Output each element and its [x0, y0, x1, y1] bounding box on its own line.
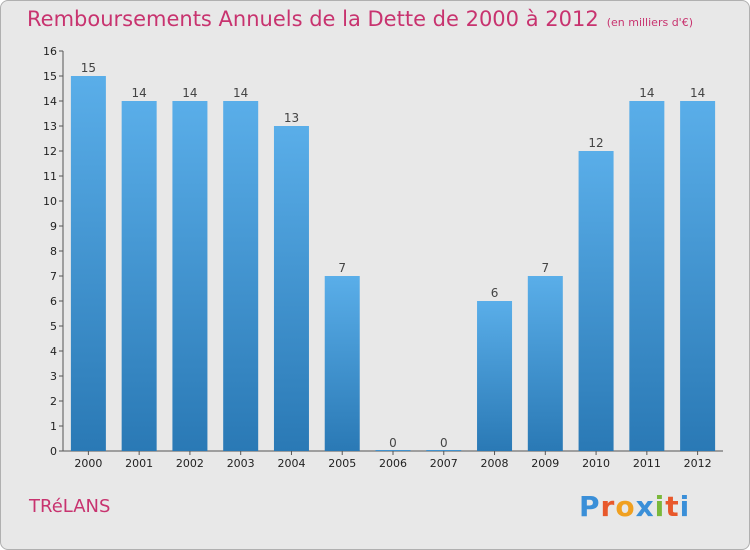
y-tick-label: 6 [50, 295, 57, 308]
commune-name: TRéLANS [29, 496, 111, 517]
chart-labels: 2000 15 2001 14 2002 14 2003 14 2004 13 2005 7 2006 0… [74, 61, 711, 470]
logo-letter: t [665, 490, 680, 523]
y-tick-label: 7 [50, 270, 57, 283]
chart-bars [70, 76, 716, 451]
bar [375, 450, 411, 451]
y-tick-label: 1 [50, 420, 57, 433]
x-tick-label: 2009 [531, 457, 559, 470]
bar [273, 126, 309, 451]
data-label: 15 [81, 61, 96, 75]
x-tick-label: 2001 [125, 457, 153, 470]
y-tick-label: 10 [43, 195, 57, 208]
x-tick-label: 2008 [481, 457, 509, 470]
data-label: 14 [182, 86, 197, 100]
logo-letter: P [579, 490, 601, 523]
y-tick-label: 8 [50, 245, 57, 258]
x-tick-label: 2011 [633, 457, 661, 470]
data-label: 6 [491, 286, 499, 300]
data-label: 7 [338, 261, 346, 275]
data-label: 12 [588, 136, 603, 150]
data-label: 0 [440, 436, 448, 450]
y-tick-label: 13 [43, 120, 57, 133]
x-tick-label: 2004 [277, 457, 305, 470]
data-label: 13 [284, 111, 299, 125]
x-tick-label: 2012 [684, 457, 712, 470]
logo-letter: i [679, 490, 691, 523]
x-tick-label: 2005 [328, 457, 356, 470]
bar [223, 101, 259, 451]
y-tick-label: 15 [43, 70, 57, 83]
data-label: 14 [233, 86, 248, 100]
bar [121, 101, 157, 451]
bar [578, 151, 614, 451]
bar [426, 450, 462, 451]
chart-subtitle: (en milliers d'€) [606, 16, 693, 29]
chart-title-text: Remboursements Annuels de la Dette de 20… [27, 7, 599, 31]
bar [680, 101, 716, 451]
logo-letter: i [654, 490, 666, 523]
logo-letter: r [600, 490, 616, 523]
x-tick-label: 2010 [582, 457, 610, 470]
chart-title: Remboursements Annuels de la Dette de 20… [27, 7, 693, 31]
x-tick-label: 2002 [176, 457, 204, 470]
bar [527, 276, 563, 451]
data-label: 14 [132, 86, 147, 100]
data-label: 7 [541, 261, 549, 275]
data-label: 14 [690, 86, 705, 100]
y-tick-label: 16 [43, 45, 57, 58]
y-tick-label: 3 [50, 370, 57, 383]
bar [629, 101, 665, 451]
x-tick-label: 2000 [74, 457, 102, 470]
y-tick-label: 2 [50, 395, 57, 408]
y-tick-label: 0 [50, 445, 57, 458]
bar [70, 76, 106, 451]
y-tick-label: 11 [43, 170, 57, 183]
bar [477, 301, 513, 451]
bar [172, 101, 208, 451]
y-tick-label: 5 [50, 320, 57, 333]
logo-letter: x [635, 490, 655, 523]
x-tick-label: 2003 [227, 457, 255, 470]
logo-letter: o [615, 490, 636, 523]
data-label: 0 [389, 436, 397, 450]
proxiti-logo: Proxiti [579, 490, 690, 523]
y-tick-label: 4 [50, 345, 57, 358]
x-tick-label: 2006 [379, 457, 407, 470]
y-tick-label: 14 [43, 95, 57, 108]
y-tick-label: 12 [43, 145, 57, 158]
y-tick-label: 9 [50, 220, 57, 233]
x-tick-label: 2007 [430, 457, 458, 470]
bar [324, 276, 360, 451]
data-label: 14 [639, 86, 654, 100]
